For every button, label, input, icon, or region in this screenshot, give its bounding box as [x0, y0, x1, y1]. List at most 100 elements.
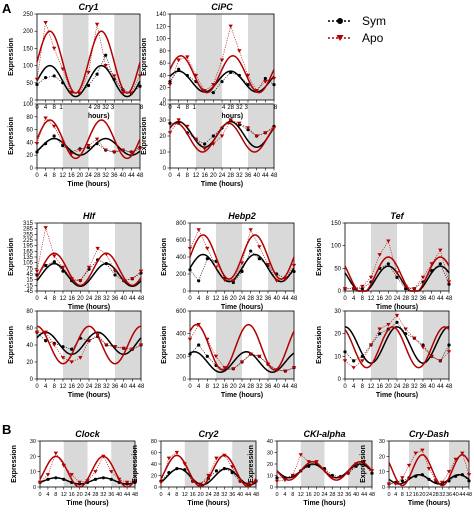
x-tick-label: 40 [120, 296, 127, 302]
x-tick-label: 20 [77, 384, 84, 390]
x-tick-label: 44 [128, 173, 135, 179]
x-tick-label: 28 [247, 384, 254, 390]
series-apo-point [45, 473, 51, 477]
series-apo-point [245, 73, 251, 78]
series-sym-point [104, 53, 108, 57]
series-apo-fit-curve [189, 234, 295, 280]
y-tick-label: 40 [159, 73, 166, 79]
x-tick-label: 4 [352, 384, 356, 390]
dark-phase-shade [196, 104, 222, 168]
series-apo-point [271, 76, 277, 81]
x-tick-label: 4 [177, 173, 181, 179]
x-tick-label: 44 [245, 492, 251, 498]
x-tick-label: 8 [186, 105, 190, 111]
series-apo-point [206, 473, 211, 478]
series-apo-point [360, 359, 365, 363]
series-apo-point [426, 467, 432, 471]
x-tick-label: 12 [61, 492, 67, 498]
x-tick-label: 32 [100, 492, 106, 498]
series-apo-point [342, 359, 348, 363]
series-apo-point [228, 118, 233, 122]
chart-title: Cry-Dash [409, 429, 450, 439]
x-tick-label: 4 [46, 492, 49, 498]
x-tick-label: 36 [245, 173, 252, 179]
chart-title: Hebp2 [228, 211, 256, 221]
series-apo-point [129, 151, 134, 155]
series-apo-point [69, 360, 74, 364]
x-tick-label: 40 [428, 384, 435, 390]
y-tick-label: 30 [334, 309, 341, 315]
series-apo-point [420, 448, 425, 453]
y-tick-label: 60 [26, 326, 33, 332]
series-apo-point [77, 91, 83, 96]
dark-phase-shade [196, 14, 222, 100]
series-sym-point [263, 76, 267, 81]
y-tick-label: 100 [331, 244, 342, 250]
series-apo-point [446, 350, 452, 354]
x-tick-label: 28 [433, 492, 439, 498]
series-sym-point [61, 269, 65, 273]
series-apo-point [52, 254, 57, 259]
series-apo-point [94, 137, 100, 142]
series-apo-point [205, 337, 210, 342]
x-tick-label: 44 [124, 492, 130, 498]
x-tick-label: 8 [361, 384, 365, 390]
x-tick-label: 32 [102, 105, 109, 111]
series-apo-point [104, 252, 109, 257]
series-apo-point [86, 144, 91, 148]
y-tick-label: 20 [151, 474, 157, 480]
x-tick-label: 32 [256, 296, 263, 302]
x-tick-label: 24 [394, 384, 401, 390]
series-sym-point [188, 268, 192, 272]
series-apo-point [237, 49, 242, 53]
series-apo-point [231, 279, 236, 283]
series-apo-point [213, 265, 219, 270]
y-tick-label: 0 [30, 98, 34, 104]
series-sym-point [44, 339, 48, 343]
series-apo-point [263, 79, 268, 84]
series-sym-point [240, 269, 244, 274]
x-tick-label: 0 [159, 492, 162, 498]
series-apo-point [120, 91, 126, 96]
x-tick-label: 36 [265, 384, 272, 390]
series-apo-point [104, 343, 109, 347]
x-tick-label: 12 [368, 296, 375, 302]
x-tick-label: 44 [437, 384, 444, 390]
x-tick-label: 48 [291, 384, 298, 390]
y-axis-label: Expression [8, 326, 15, 364]
series-apo-point [60, 356, 66, 360]
legend-sym-marker [337, 18, 343, 24]
legend-sym-label: Sym [362, 14, 386, 28]
x-tick-label: 0 [188, 296, 192, 302]
series-apo-point [202, 89, 207, 93]
x-tick-label: 28 [213, 492, 219, 498]
series-apo-point [137, 74, 143, 78]
x-tick-label: 48 [137, 173, 144, 179]
series-apo-point [466, 473, 472, 477]
series-apo-point [245, 482, 251, 487]
y-tick-label: 200 [176, 272, 187, 278]
series-sym-point [370, 471, 374, 475]
series-apo-point [306, 460, 311, 464]
series-apo-point [248, 352, 253, 357]
x-tick-label: 24 [239, 296, 246, 302]
x-tick-label: 28 [329, 492, 335, 498]
series-apo-fit-curve [344, 326, 450, 369]
y-tick-label: 140 [156, 12, 167, 18]
y-tick-label: 0 [154, 485, 157, 491]
series-apo-point [253, 479, 259, 484]
series-apo-point [394, 313, 400, 318]
series-sym-point [43, 142, 48, 146]
series-apo-point [346, 471, 351, 476]
series-apo-point [34, 142, 40, 146]
y-tick-label: 120 [156, 24, 167, 30]
series-apo-point [190, 479, 195, 484]
series-apo-point [86, 70, 91, 75]
series-apo-point [86, 339, 92, 343]
series-apo-point [176, 58, 181, 63]
series-apo-point [239, 360, 245, 364]
series-apo-point [257, 245, 262, 249]
series-apo-point [446, 470, 452, 474]
